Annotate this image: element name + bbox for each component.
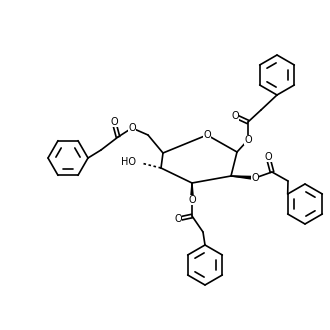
Polygon shape (231, 176, 255, 180)
Text: O: O (244, 135, 252, 145)
Polygon shape (190, 183, 193, 200)
Text: O: O (128, 123, 136, 133)
Text: O: O (174, 214, 182, 224)
Text: O: O (203, 130, 211, 140)
Text: O: O (110, 117, 118, 127)
Text: O: O (188, 195, 196, 205)
Text: O: O (264, 152, 272, 162)
Text: O: O (231, 111, 239, 121)
Text: O: O (251, 173, 259, 183)
Text: HO: HO (120, 157, 136, 167)
